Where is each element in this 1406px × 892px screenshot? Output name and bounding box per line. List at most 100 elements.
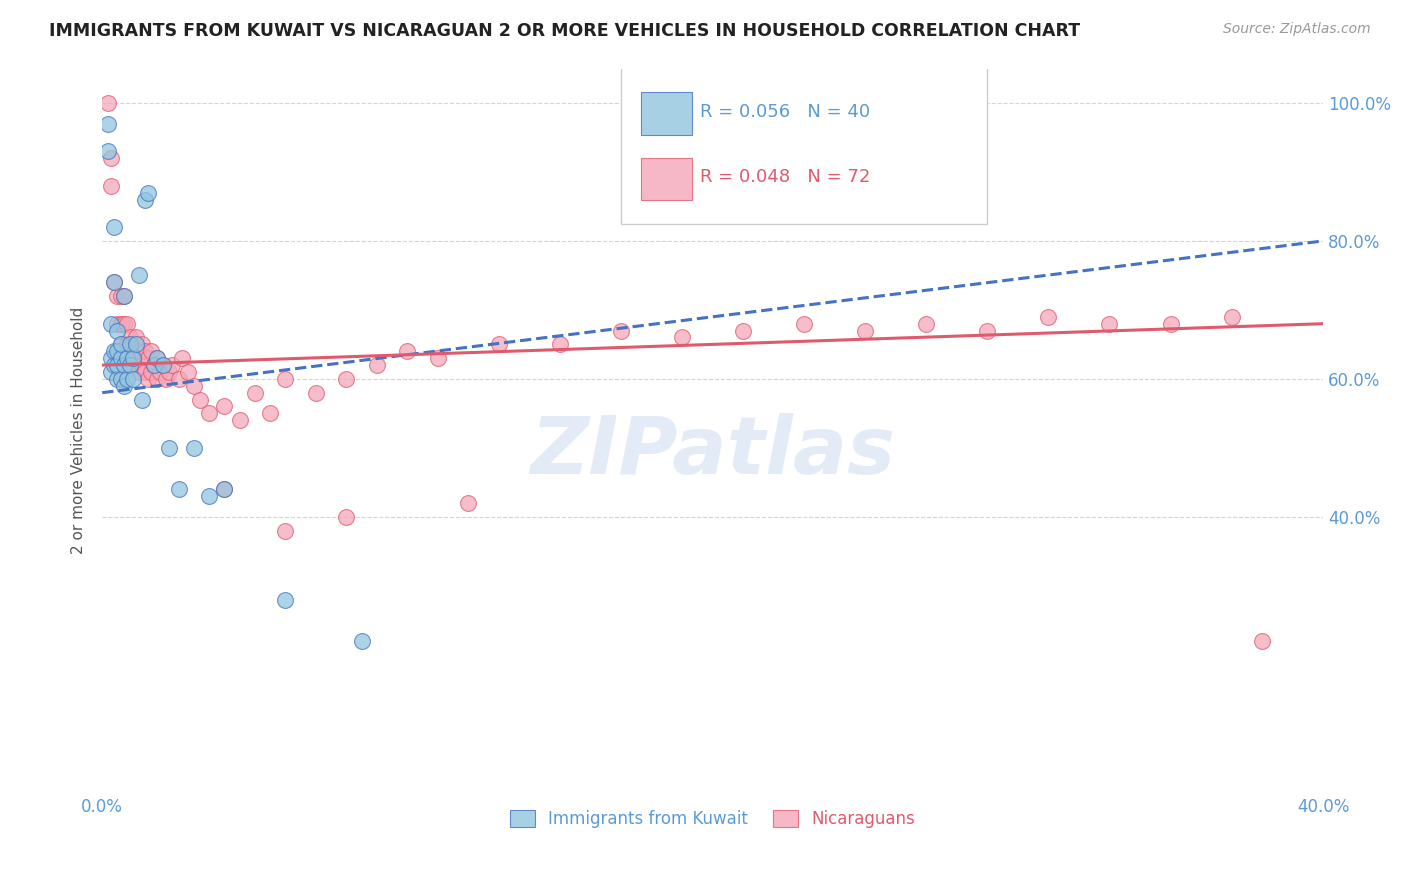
Point [214,482,236,496]
Point [131,392,153,407]
Point [157,365,180,379]
Point [198,489,221,503]
Point [274,592,297,607]
Point [305,385,328,400]
Point [152,358,174,372]
Point [103,344,125,359]
Point [103,220,125,235]
Point [97,95,120,110]
Point [118,337,141,351]
Point [100,365,122,379]
Point [134,193,156,207]
Point [97,145,120,159]
Point [131,358,153,372]
Point [103,275,125,289]
Point [155,372,177,386]
Point [1220,310,1243,324]
Point [128,268,150,283]
Point [107,289,129,303]
Point [110,337,132,351]
FancyBboxPatch shape [621,65,987,224]
Point [136,186,159,200]
Point [115,358,138,372]
Point [136,372,159,386]
Point [366,358,388,372]
Point [112,317,135,331]
Point [97,117,120,131]
Point [167,482,190,496]
Text: IMMIGRANTS FROM KUWAIT VS NICARAGUAN 2 OR MORE VEHICLES IN HOUSEHOLD CORRELATION: IMMIGRANTS FROM KUWAIT VS NICARAGUAN 2 O… [49,22,1080,40]
Point [103,358,125,372]
Point [176,365,198,379]
Point [671,330,693,344]
Point [1098,317,1121,331]
Point [457,496,479,510]
Point [1160,317,1182,331]
Point [115,317,138,331]
Point [167,372,190,386]
Point [335,509,357,524]
FancyBboxPatch shape [641,93,692,136]
Point [1038,310,1060,324]
Text: R = 0.056   N = 40: R = 0.056 N = 40 [700,103,870,121]
Point [121,351,143,366]
Point [115,351,138,366]
Point [157,441,180,455]
Point [143,358,166,372]
Point [733,324,755,338]
Point [110,372,132,386]
Point [112,289,135,303]
FancyBboxPatch shape [641,158,692,201]
Point [107,358,129,372]
Point [170,351,193,366]
Point [152,358,174,372]
Text: R = 0.048   N = 72: R = 0.048 N = 72 [700,168,870,186]
Point [110,337,132,351]
Point [214,482,236,496]
Y-axis label: 2 or more Vehicles in Household: 2 or more Vehicles in Household [72,307,86,554]
Point [243,385,266,400]
Point [107,372,129,386]
Point [228,413,250,427]
Point [915,317,938,331]
Point [100,317,122,331]
Point [149,365,172,379]
Point [793,317,815,331]
Point [110,289,132,303]
Point [426,351,449,366]
Text: ZIPatlas: ZIPatlas [530,413,896,491]
Point [118,358,141,372]
Point [162,358,184,372]
Point [125,337,148,351]
Point [396,344,419,359]
Legend: Immigrants from Kuwait, Nicaraguans: Immigrants from Kuwait, Nicaraguans [503,804,922,835]
Point [136,351,159,366]
Point [107,324,129,338]
Point [121,337,143,351]
Text: Source: ZipAtlas.com: Source: ZipAtlas.com [1223,22,1371,37]
Point [146,351,169,366]
Point [128,365,150,379]
Point [112,378,135,392]
Point [121,372,143,386]
Point [110,317,132,331]
Point [350,634,373,648]
Point [107,344,129,359]
Point [488,337,510,351]
Point [139,344,162,359]
Point [118,351,141,366]
Point [134,365,156,379]
Point [188,392,211,407]
Point [853,324,876,338]
Point [274,372,297,386]
Point [146,372,169,386]
Point [976,324,998,338]
Point [121,358,143,372]
Point [183,441,205,455]
Point [100,151,122,165]
Point [100,351,122,366]
Point [259,406,281,420]
Point [125,330,148,344]
Point [139,365,162,379]
Point [107,317,129,331]
